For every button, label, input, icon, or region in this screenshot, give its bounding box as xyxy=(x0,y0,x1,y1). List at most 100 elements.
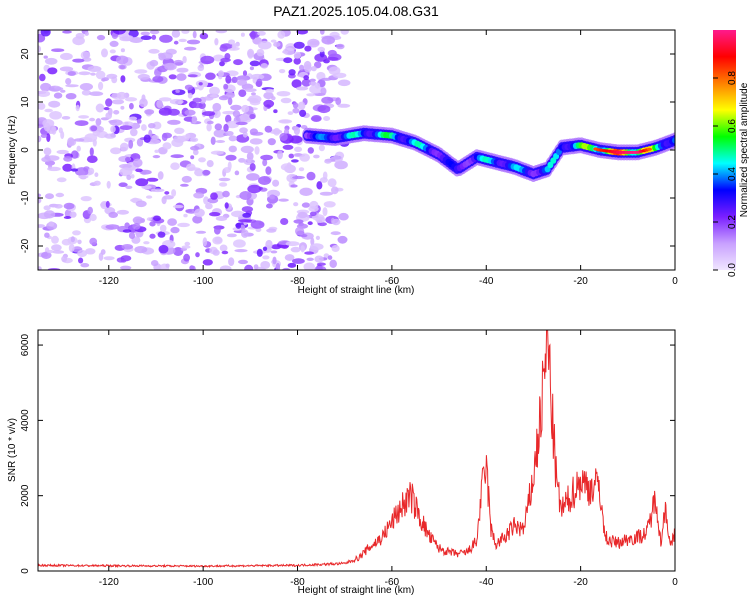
noise-blob xyxy=(178,38,187,43)
noise-blob xyxy=(152,155,161,159)
noise-blob xyxy=(177,222,190,228)
noise-blob xyxy=(185,209,193,213)
ridge-peak xyxy=(647,147,652,151)
noise-blob xyxy=(253,264,259,270)
noise-blob xyxy=(310,243,324,251)
noise-blob xyxy=(84,133,98,143)
noise-blob xyxy=(136,138,144,147)
noise-blob xyxy=(298,167,305,172)
snr-ytick-label: 6000 xyxy=(20,334,31,357)
noise-blob xyxy=(244,88,257,92)
noise-blob xyxy=(151,135,159,140)
spectrogram-ytick-label: -10 xyxy=(20,190,31,205)
noise-blob xyxy=(256,78,263,88)
snr-series-line xyxy=(38,330,675,569)
noise-blob xyxy=(323,201,336,208)
noise-blob xyxy=(41,251,52,259)
noise-blob xyxy=(59,66,74,72)
noise-blob xyxy=(164,62,177,71)
noise-blob xyxy=(218,177,231,182)
noise-blob xyxy=(149,233,156,239)
noise-blob xyxy=(280,119,291,123)
noise-blob xyxy=(146,217,152,221)
noise-blob xyxy=(228,135,237,142)
noise-blob xyxy=(320,30,325,35)
noise-blob xyxy=(174,62,184,66)
noise-blob xyxy=(121,244,134,250)
noise-blob xyxy=(225,75,232,84)
noise-blob xyxy=(132,223,141,230)
noise-blob xyxy=(140,31,150,36)
noise-blob xyxy=(225,120,239,129)
noise-blob xyxy=(67,71,77,76)
noise-blob xyxy=(337,235,348,244)
noise-blob xyxy=(79,83,93,91)
ridge-core xyxy=(672,137,675,144)
noise-blob xyxy=(267,138,276,146)
snr-xtick-label: -40 xyxy=(479,577,494,588)
noise-blob xyxy=(126,174,132,180)
noise-blob xyxy=(125,185,133,189)
noise-blob xyxy=(235,222,242,229)
noise-blob xyxy=(202,111,216,117)
noise-blob xyxy=(228,39,236,45)
noise-blob xyxy=(306,93,316,97)
noise-blob xyxy=(116,209,129,215)
noise-blob xyxy=(103,256,115,261)
noise-blob xyxy=(331,218,341,226)
noise-blob xyxy=(186,39,201,45)
noise-blob xyxy=(238,259,248,265)
noise-blob xyxy=(40,30,51,37)
noise-blob xyxy=(67,236,78,245)
snr-xtick-label: -60 xyxy=(385,577,400,588)
noise-blob xyxy=(101,48,108,58)
noise-blob xyxy=(309,78,316,83)
noise-blob xyxy=(148,123,156,129)
noise-blob xyxy=(319,191,333,196)
noise-blob xyxy=(219,61,225,67)
noise-blob xyxy=(120,105,125,110)
spectrogram-xlabel: Height of straight line (km) xyxy=(298,285,415,296)
colorbar-ticks: 0.0 0.2 0.4 0.6 0.8 xyxy=(713,71,738,277)
noise-blob xyxy=(89,147,94,156)
noise-blob xyxy=(153,215,161,222)
noise-blob xyxy=(307,147,314,154)
noise-blob xyxy=(234,249,248,253)
noise-blob xyxy=(86,155,98,163)
noise-blob xyxy=(96,34,106,41)
noise-blob xyxy=(269,129,283,135)
noise-blob xyxy=(294,153,303,156)
noise-blob xyxy=(68,243,75,253)
noise-blob xyxy=(120,142,129,152)
noise-blob xyxy=(184,241,191,246)
noise-blob xyxy=(285,43,297,51)
noise-blob xyxy=(171,138,184,148)
noise-blob xyxy=(238,89,247,97)
noise-blob xyxy=(334,160,348,170)
noise-blob xyxy=(63,202,75,210)
noise-blob xyxy=(69,211,77,218)
noise-blob xyxy=(159,224,167,233)
noise-blob xyxy=(171,189,177,197)
noise-blob xyxy=(210,150,224,155)
noise-blob xyxy=(222,190,230,198)
spectrogram-xtick-label: -80 xyxy=(290,276,305,287)
noise-blob xyxy=(191,265,196,270)
noise-blob xyxy=(197,64,205,72)
noise-blob xyxy=(265,239,273,249)
snr-ytick-label: 2000 xyxy=(20,484,31,507)
noise-blob xyxy=(119,167,133,177)
noise-blob xyxy=(213,129,227,138)
noise-blob xyxy=(158,52,165,58)
noise-blob xyxy=(109,40,119,48)
noise-blob xyxy=(192,215,203,224)
noise-blob xyxy=(301,202,311,208)
noise-blob xyxy=(271,244,282,250)
noise-blob xyxy=(291,159,299,163)
noise-blob xyxy=(240,32,245,37)
noise-blob xyxy=(321,35,336,45)
noise-blob xyxy=(242,212,252,218)
noise-blob xyxy=(106,180,111,189)
noise-blob xyxy=(149,59,159,67)
noise-blob xyxy=(51,244,62,252)
